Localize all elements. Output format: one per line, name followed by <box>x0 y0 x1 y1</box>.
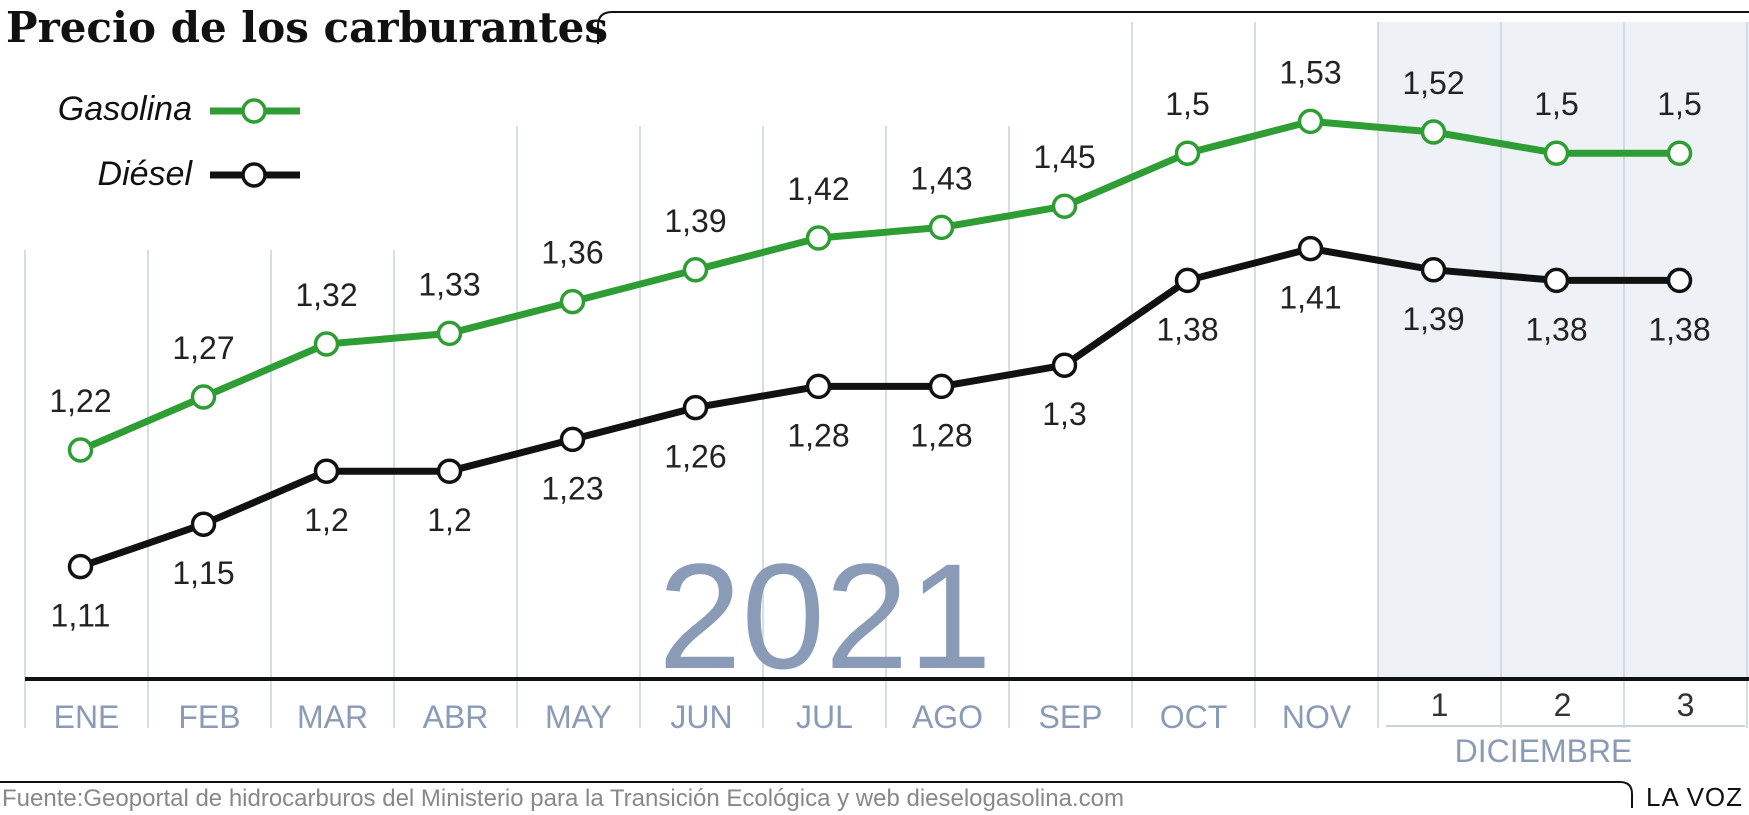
footer-rule-corner <box>1619 781 1633 808</box>
data-label-diesel: 1,2 <box>304 502 348 538</box>
data-label-gasolina: 1,5 <box>1165 86 1209 122</box>
title-frame-line <box>597 11 1749 44</box>
point-diesel <box>1420 257 1447 283</box>
point-diesel <box>805 373 832 400</box>
point-diesel <box>190 511 217 537</box>
data-label-gasolina: 1,36 <box>541 235 603 271</box>
data-label-gasolina: 1,22 <box>49 383 111 419</box>
data-label-diesel: 1,41 <box>1279 280 1341 316</box>
x-tick-label: SEP <box>1038 699 1102 735</box>
x-tick-label: 3 <box>1677 687 1695 723</box>
point-diesel <box>1297 235 1324 262</box>
point-gasolina <box>313 331 340 357</box>
data-label-diesel: 1,23 <box>541 470 603 506</box>
gridlines <box>24 22 1748 728</box>
point-gasolina <box>67 437 94 463</box>
x-tick-label: AGO <box>912 699 983 735</box>
series-line-gasolina <box>79 117 1680 454</box>
data-label-diesel: 1,11 <box>51 598 111 634</box>
point-gasolina <box>1174 140 1201 166</box>
point-gasolina <box>1051 193 1078 219</box>
data-label-gasolina: 1,42 <box>787 171 849 207</box>
data-label-diesel: 1,15 <box>172 555 234 591</box>
point-diesel <box>67 553 94 580</box>
point-gasolina <box>190 384 217 410</box>
point-diesel <box>436 458 463 484</box>
data-label-gasolina: 1,39 <box>664 203 726 239</box>
x-tick-label: JUL <box>796 699 853 735</box>
source-note: Fuente:Geoportal de hidrocarburos del Mi… <box>2 785 1124 812</box>
x-tick-label: MAR <box>297 699 368 735</box>
chart-title: Precio de los carburantes <box>6 3 608 52</box>
data-label-diesel: 1,28 <box>787 417 849 453</box>
point-diesel <box>1543 267 1570 294</box>
point-gasolina <box>1420 119 1447 145</box>
data-label-diesel: 1,38 <box>1525 311 1587 347</box>
legend-marker-diesel <box>241 162 267 188</box>
value-labels: 1,22 1,27 1,32 1,33 1,36 1,39 1,42 1,43 1,45 1,5 1… <box>49 54 1710 633</box>
series-layer <box>67 108 1693 580</box>
data-label-diesel: 1,38 <box>1156 311 1218 347</box>
x-tick-label: MAY <box>545 699 612 735</box>
point-gasolina <box>1666 140 1693 166</box>
data-label-gasolina: 1,5 <box>1657 86 1701 122</box>
point-diesel <box>313 458 340 484</box>
x-tick-label: NOV <box>1282 699 1352 735</box>
data-label-gasolina: 1,32 <box>295 277 357 313</box>
point-gasolina <box>805 225 832 251</box>
data-label-diesel: 1,2 <box>427 502 471 538</box>
point-diesel <box>1174 267 1201 294</box>
data-label-diesel: 1,26 <box>664 439 726 475</box>
x-tick-label: OCT <box>1160 699 1228 735</box>
x-tick-label: JUN <box>670 699 732 735</box>
point-diesel <box>1666 267 1693 294</box>
data-label-gasolina: 1,52 <box>1402 65 1464 101</box>
data-label-diesel: 1,39 <box>1402 301 1464 337</box>
data-label-gasolina: 1,43 <box>910 160 972 196</box>
data-label-diesel: 1,38 <box>1648 311 1710 347</box>
data-label-gasolina: 1,53 <box>1279 54 1341 90</box>
x-tick-label: FEB <box>178 699 240 735</box>
point-gasolina <box>1543 140 1570 166</box>
data-label-diesel: 1,3 <box>1042 396 1086 432</box>
data-label-gasolina: 1,33 <box>418 266 480 302</box>
data-label-diesel: 1,28 <box>910 417 972 453</box>
point-diesel <box>928 373 955 400</box>
data-label-gasolina: 1,5 <box>1534 86 1578 122</box>
x-tick-label: 2 <box>1554 687 1572 723</box>
data-label-gasolina: 1,45 <box>1033 139 1095 175</box>
legend-label-diesel: Diésel <box>98 155 194 193</box>
series-line-diesel <box>79 245 1680 570</box>
brand-logo: LA VOZ <box>1646 782 1743 812</box>
x-tick-label: ENE <box>54 699 120 735</box>
data-label-gasolina: 1,27 <box>172 330 234 366</box>
legend-label-gasolina: Gasolina <box>58 90 192 128</box>
legend: Gasolina Diésel <box>58 90 300 193</box>
point-diesel <box>559 426 586 453</box>
point-gasolina <box>928 214 955 241</box>
point-diesel <box>682 394 709 421</box>
year-watermark: 2021 <box>658 532 992 700</box>
x-tick-label: 1 <box>1431 687 1449 723</box>
point-gasolina <box>682 257 709 283</box>
group-label-diciembre: DICIEMBRE <box>1455 733 1633 769</box>
point-gasolina <box>1297 108 1324 135</box>
point-gasolina <box>559 288 586 315</box>
legend-marker-gasolina <box>241 98 267 124</box>
point-diesel <box>1051 352 1078 378</box>
x-tick-label: ABR <box>423 699 489 735</box>
x-axis-labels: ENE FEB MAR ABR MAY JUN JUL AGO SEP OCT NOV 1 2 3 DICI… <box>54 687 1745 769</box>
point-gasolina <box>436 320 463 347</box>
